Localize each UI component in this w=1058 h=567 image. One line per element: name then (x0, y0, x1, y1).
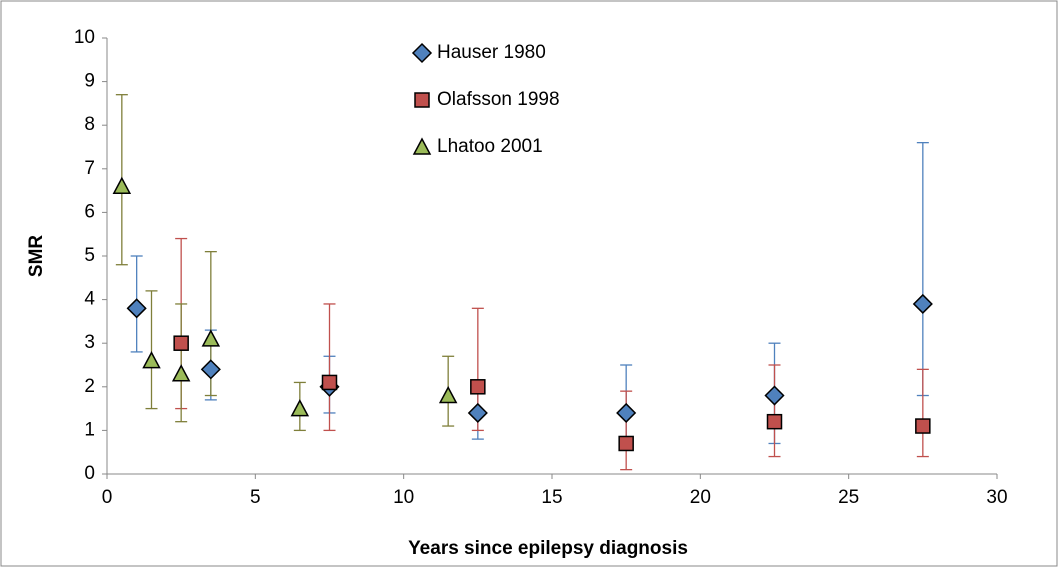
marker (142, 351, 161, 369)
marker (616, 402, 637, 424)
y-tick-label: 1 (84, 419, 95, 440)
marker (912, 293, 933, 315)
marker (915, 418, 931, 434)
y-tick-label: 10 (74, 27, 95, 48)
legend-marker (412, 137, 432, 155)
marker (290, 399, 310, 417)
y-tick-label: 2 (84, 376, 95, 397)
marker (467, 402, 488, 424)
y-tick-label: 4 (84, 289, 95, 310)
y-tick-label: 9 (84, 71, 95, 92)
x-tick-label: 25 (838, 487, 859, 508)
x-tick-label: 20 (690, 487, 711, 508)
x-axis-label: Years since epilepsy diagnosis (408, 538, 688, 559)
legend-label: Olafsson 1998 (437, 89, 560, 110)
legend-marker (411, 42, 433, 64)
marker (173, 335, 189, 351)
y-tick-label: 0 (84, 463, 95, 484)
x-tick-label: 15 (541, 487, 562, 508)
marker (766, 413, 783, 430)
marker (321, 374, 338, 391)
marker (171, 364, 191, 382)
legend-label: Lhatoo 2001 (437, 136, 543, 157)
x-tick-label: 10 (393, 487, 414, 508)
marker (200, 359, 221, 380)
marker (112, 176, 132, 194)
x-tick-label: 0 (102, 487, 113, 508)
legend-marker (414, 92, 430, 108)
x-tick-label: 30 (986, 487, 1007, 508)
y-axis-label: SMR (26, 235, 47, 278)
marker (618, 435, 634, 452)
y-tick-label: 6 (84, 201, 95, 222)
y-tick-label: 7 (84, 158, 95, 179)
x-tick-label: 5 (250, 487, 261, 508)
legend-label: Hauser 1980 (437, 42, 546, 63)
marker (764, 385, 785, 406)
y-tick-label: 5 (84, 245, 95, 266)
marker (470, 379, 486, 395)
marker (201, 329, 221, 347)
y-tick-label: 3 (84, 332, 95, 353)
y-tick-label: 8 (84, 114, 95, 135)
marker (126, 298, 147, 319)
marker (438, 385, 458, 404)
